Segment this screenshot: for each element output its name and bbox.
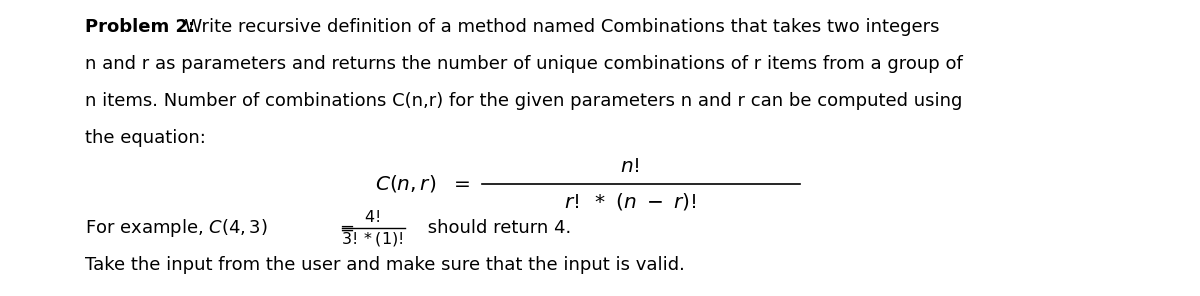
Text: For example, $C(4,3)$: For example, $C(4,3)$ [85,217,268,239]
Text: $C(n,r)\ \ =$: $C(n,r)\ \ =$ [376,173,470,194]
Text: n items. Number of combinations C(n,r) for the given parameters n and r can be c: n items. Number of combinations C(n,r) f… [85,92,962,110]
Text: the equation:: the equation: [85,129,206,147]
Text: $=$: $=$ [336,219,355,237]
Text: should return 4.: should return 4. [422,219,571,237]
Text: Take the input from the user and make sure that the input is valid.: Take the input from the user and make su… [85,256,685,274]
Text: $n!$: $n!$ [620,157,640,176]
Text: $3! * (1)!$: $3! * (1)!$ [341,231,403,249]
Text: Write recursive definition of a method named Combinations that takes two integer: Write recursive definition of a method n… [173,18,940,36]
Text: $r!\ *\ (n\ -\ r)!$: $r!\ *\ (n\ -\ r)!$ [564,192,696,213]
Text: Problem 2:: Problem 2: [85,18,196,36]
Text: n and r as parameters and returns the number of unique combinations of r items f: n and r as parameters and returns the nu… [85,55,962,73]
Text: $4!$: $4!$ [364,208,380,224]
